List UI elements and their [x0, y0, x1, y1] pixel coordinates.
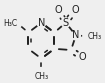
Text: O: O — [78, 52, 86, 62]
Circle shape — [37, 18, 46, 27]
Circle shape — [37, 67, 46, 76]
Text: CH₃: CH₃ — [34, 72, 48, 81]
Text: CH₃: CH₃ — [87, 32, 101, 41]
Text: N: N — [38, 18, 45, 28]
Text: O: O — [71, 5, 79, 15]
Circle shape — [61, 18, 70, 27]
Text: N: N — [72, 30, 80, 40]
Text: S: S — [63, 18, 69, 28]
Text: H₃C: H₃C — [3, 19, 17, 28]
Text: O: O — [54, 5, 62, 15]
Circle shape — [13, 19, 22, 28]
Circle shape — [71, 31, 80, 40]
Circle shape — [83, 32, 92, 41]
Circle shape — [71, 6, 80, 15]
Circle shape — [54, 6, 62, 15]
Circle shape — [78, 53, 87, 62]
